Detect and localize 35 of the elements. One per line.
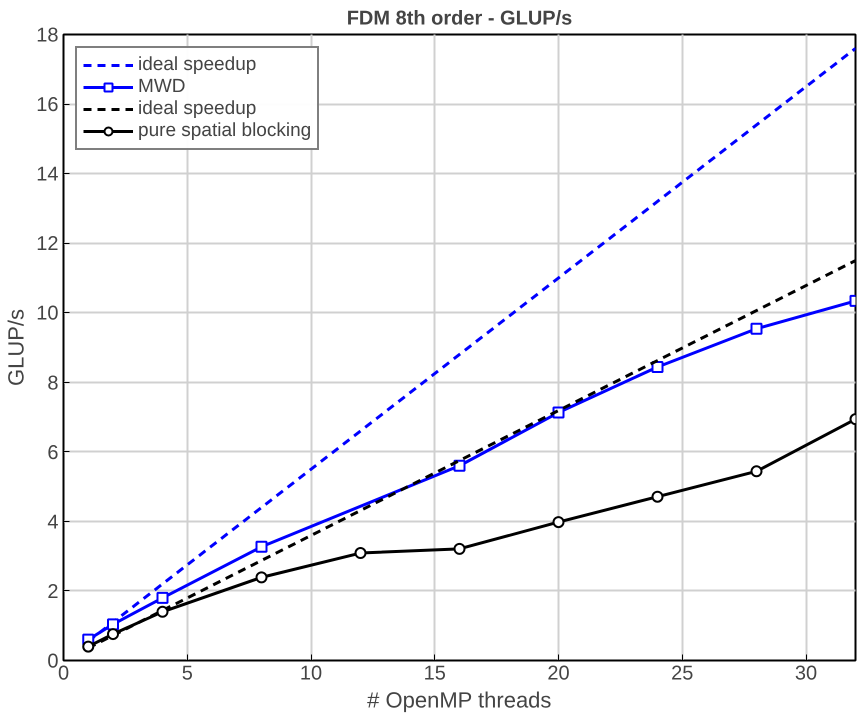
point	[82, 640, 94, 653]
point	[156, 606, 168, 618]
y-tick-label: 18	[36, 24, 59, 46]
legend-label: ideal speedup	[138, 54, 256, 76]
x-tick-label: 10	[300, 662, 322, 684]
point	[107, 628, 119, 640]
x-tick-label: 30	[794, 662, 818, 684]
point	[256, 540, 268, 553]
point	[750, 322, 762, 335]
y-tick-label: 8	[47, 372, 58, 394]
legend-label: pure spatial blocking	[138, 120, 312, 142]
point	[652, 490, 664, 503]
point	[454, 542, 466, 555]
y-tick-label: 12	[36, 233, 59, 256]
y-tick-label: 2	[47, 580, 58, 603]
y-axis-title: GLUP/s	[3, 308, 28, 386]
legend-label: MWD	[138, 76, 186, 98]
x-tick-label: 5	[182, 662, 193, 684]
point	[107, 618, 119, 630]
x-tick-label: 20	[547, 662, 570, 684]
legend-label: ideal speedup	[138, 98, 256, 120]
chart-title: FDM 8th order - GLUP/s	[346, 8, 572, 30]
x-axis-title: # OpenMP threads	[367, 688, 552, 712]
point	[354, 547, 366, 560]
x-tick-label: 25	[671, 662, 694, 684]
point	[256, 571, 268, 584]
point	[552, 516, 564, 528]
y-tick-label: 14	[36, 164, 59, 186]
y-tick-label: 16	[36, 94, 59, 116]
y-tick-label: 10	[36, 302, 59, 325]
x-tick-label: 15	[424, 662, 446, 684]
point	[156, 592, 168, 604]
y-tick-label: 4	[47, 511, 58, 534]
y-tick-label: 6	[47, 442, 58, 464]
point	[750, 465, 762, 478]
